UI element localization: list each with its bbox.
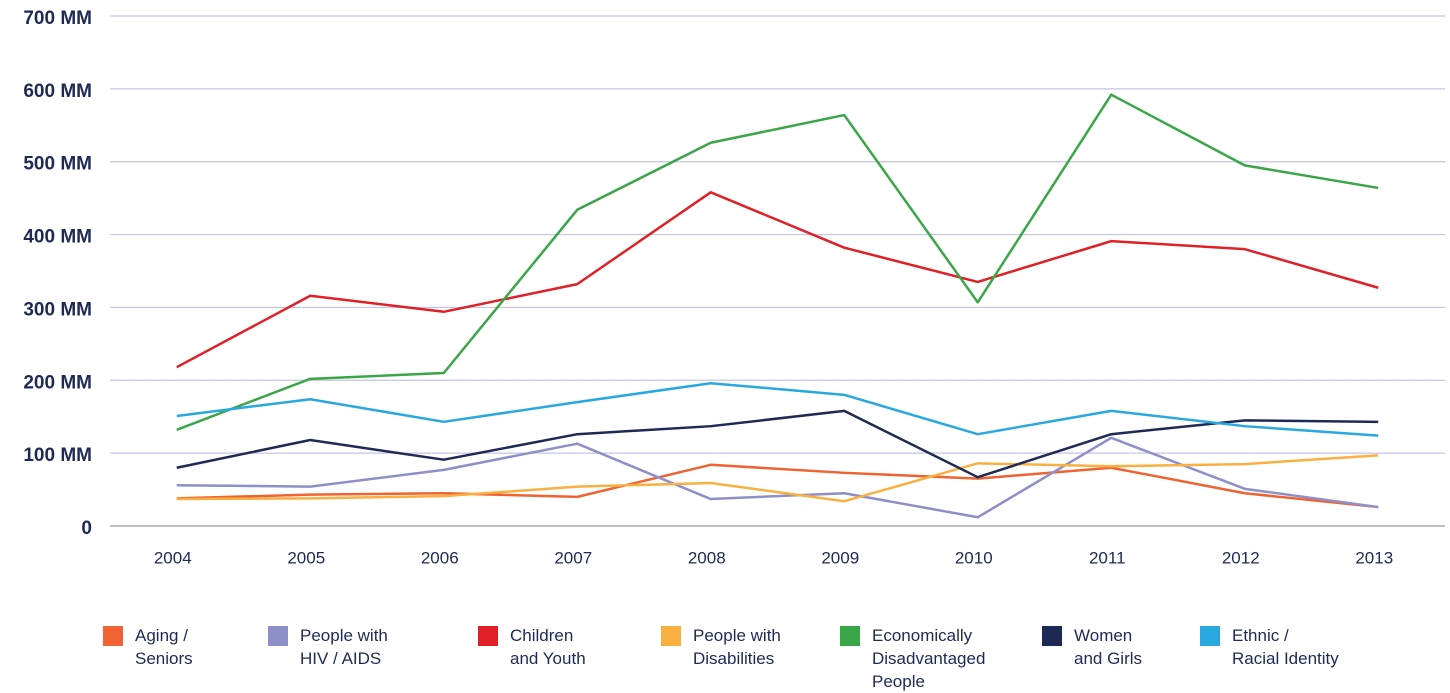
y-tick-label: 300 MM [23, 299, 92, 320]
legend-swatch [1200, 626, 1220, 646]
legend-item: People with HIV / AIDS [268, 624, 388, 670]
y-tick-label: 100 MM [23, 445, 92, 466]
legend-swatch [268, 626, 288, 646]
series-line [176, 93, 1379, 431]
x-tick-label: 2008 [688, 548, 726, 567]
y-tick-label: 500 MM [23, 154, 92, 175]
legend-label: Children and Youth [510, 626, 586, 668]
legend-item: Economically Disadvantaged People [840, 624, 985, 693]
series-line [176, 454, 1379, 503]
legend-item: People with Disabilities [661, 624, 781, 670]
series-line [176, 409, 1379, 479]
x-tick-label: 2009 [821, 548, 859, 567]
y-tick-label: 600 MM [23, 81, 92, 102]
x-tick-label: 2004 [154, 548, 192, 567]
y-tick-label: 0 [81, 518, 92, 539]
legend-label: People with HIV / AIDS [300, 626, 388, 668]
legend-label: Women and Girls [1074, 626, 1143, 668]
legend-label: Aging / Seniors [135, 626, 193, 668]
x-tick-label: 2013 [1355, 548, 1393, 567]
legend-swatch [840, 626, 860, 646]
y-tick-label: 400 MM [23, 227, 92, 248]
y-tick-label: 700 MM [23, 8, 92, 29]
series-line [176, 463, 1379, 509]
x-tick-label: 2006 [421, 548, 459, 567]
legend-swatch [478, 626, 498, 646]
legend-item: Ethnic / Racial Identity [1200, 624, 1339, 670]
legend-swatch [103, 626, 123, 646]
x-tick-label: 2011 [1089, 548, 1126, 567]
y-tick-label: 200 MM [23, 372, 92, 393]
legend-item: Women and Girls [1042, 624, 1142, 670]
legend-label: Economically Disadvantaged People [872, 626, 986, 691]
legend-swatch [1042, 626, 1062, 646]
series-line [176, 381, 1379, 437]
chart: 0 100 MM 200 MM 300 MM 400 MM 500 MM 600 MM 700… [23, 8, 1445, 567]
legend-swatch [661, 626, 681, 646]
x-tick-label: 2007 [554, 548, 592, 567]
series-line [176, 436, 1379, 519]
x-tick-label: 2012 [1222, 548, 1260, 567]
x-tick-label: 2010 [955, 548, 993, 567]
legend-label: Ethnic / Racial Identity [1232, 626, 1339, 668]
legend-item: Aging / Seniors [103, 624, 193, 670]
legend-label: People with Disabilities [693, 626, 781, 668]
x-tick-label: 2005 [287, 548, 325, 567]
series-line [176, 191, 1379, 369]
legend-item: Children and Youth [478, 624, 586, 670]
